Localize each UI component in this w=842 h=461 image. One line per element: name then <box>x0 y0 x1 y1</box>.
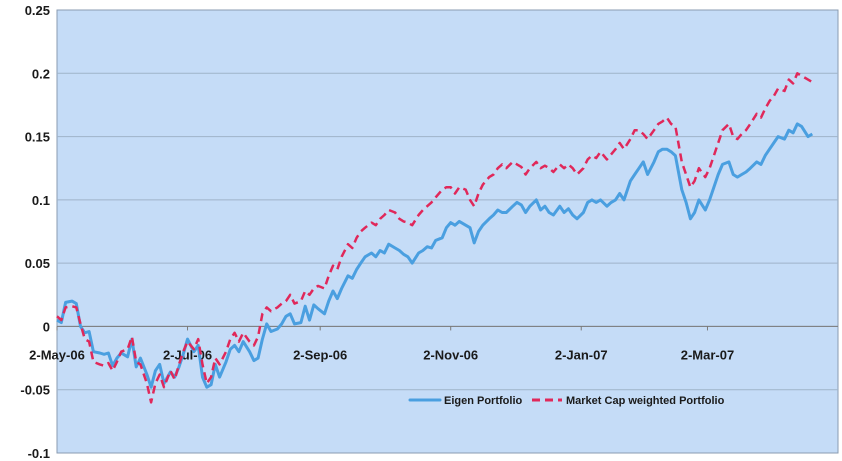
y-tick-label: -0.1 <box>28 446 50 461</box>
y-tick-label: 0.2 <box>32 66 50 81</box>
y-tick-label: 0.25 <box>25 3 50 18</box>
plot-area <box>56 9 839 454</box>
x-tick-label: 2-Nov-06 <box>423 347 478 362</box>
series-lines <box>56 72 814 404</box>
legend-label-market-cap-weighted-portfolio: Market Cap weighted Portfolio <box>566 395 725 407</box>
y-tick-label: 0.05 <box>25 256 50 271</box>
x-axis: 2-May-06 2-Jul-06 2-Sep-06 2-Nov-06 2-Jan-07… <box>29 325 838 362</box>
legend-label-eigen-portfolio: Eigen Portfolio <box>444 395 523 407</box>
x-tick-label: 2-Jul-06 <box>163 347 212 362</box>
y-tick-label: 0 <box>43 319 50 334</box>
x-tick-label: 2-Jan-07 <box>555 347 608 362</box>
x-tick-label: 2-Mar-07 <box>681 347 734 362</box>
legend: Eigen Portfolio Market Cap weighted Port… <box>408 395 725 407</box>
y-tick-label: 0.15 <box>25 130 50 145</box>
x-tick-label: 2-May-06 <box>29 347 85 362</box>
y-tick-label: -0.05 <box>20 383 50 398</box>
y-axis: -0.1 -0.05 0 0.05 0.1 0.15 0.2 0.25 <box>20 3 50 461</box>
y-tick-label: 0.1 <box>32 193 50 208</box>
x-tick-label: 2-Sep-06 <box>293 347 347 362</box>
